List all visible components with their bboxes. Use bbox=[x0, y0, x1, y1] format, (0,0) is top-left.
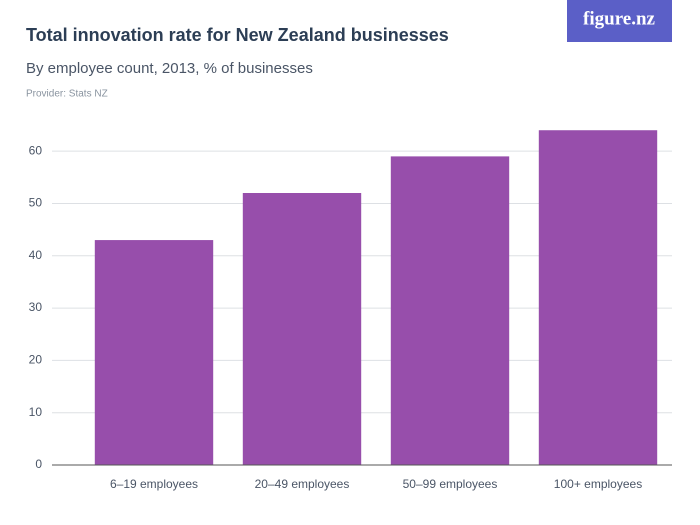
y-tick-label: 20 bbox=[29, 353, 43, 367]
chart-title: Total innovation rate for New Zealand bu… bbox=[26, 25, 449, 45]
logo: figure.nz bbox=[583, 8, 656, 29]
provider: Provider: Stats NZ bbox=[26, 89, 108, 100]
y-tick-label: 0 bbox=[35, 457, 42, 471]
bar bbox=[538, 130, 658, 465]
chart-subtitle: By employee count, 2013, % of businesses bbox=[26, 60, 313, 77]
y-tick-label: 30 bbox=[29, 300, 43, 314]
x-tick-label: 20–49 employees bbox=[255, 477, 350, 491]
y-tick-label: 60 bbox=[29, 143, 43, 157]
x-tick-label: 6–19 employees bbox=[110, 477, 198, 491]
y-tick-label: 10 bbox=[29, 405, 43, 419]
logo-box bbox=[567, 0, 672, 42]
x-tick-label: 50–99 employees bbox=[403, 477, 498, 491]
y-tick-label: 50 bbox=[29, 196, 43, 210]
y-tick-label: 40 bbox=[29, 248, 43, 262]
x-tick-label: 100+ employees bbox=[554, 477, 642, 491]
bar bbox=[242, 193, 362, 465]
bar bbox=[94, 240, 214, 465]
bar bbox=[390, 156, 510, 465]
